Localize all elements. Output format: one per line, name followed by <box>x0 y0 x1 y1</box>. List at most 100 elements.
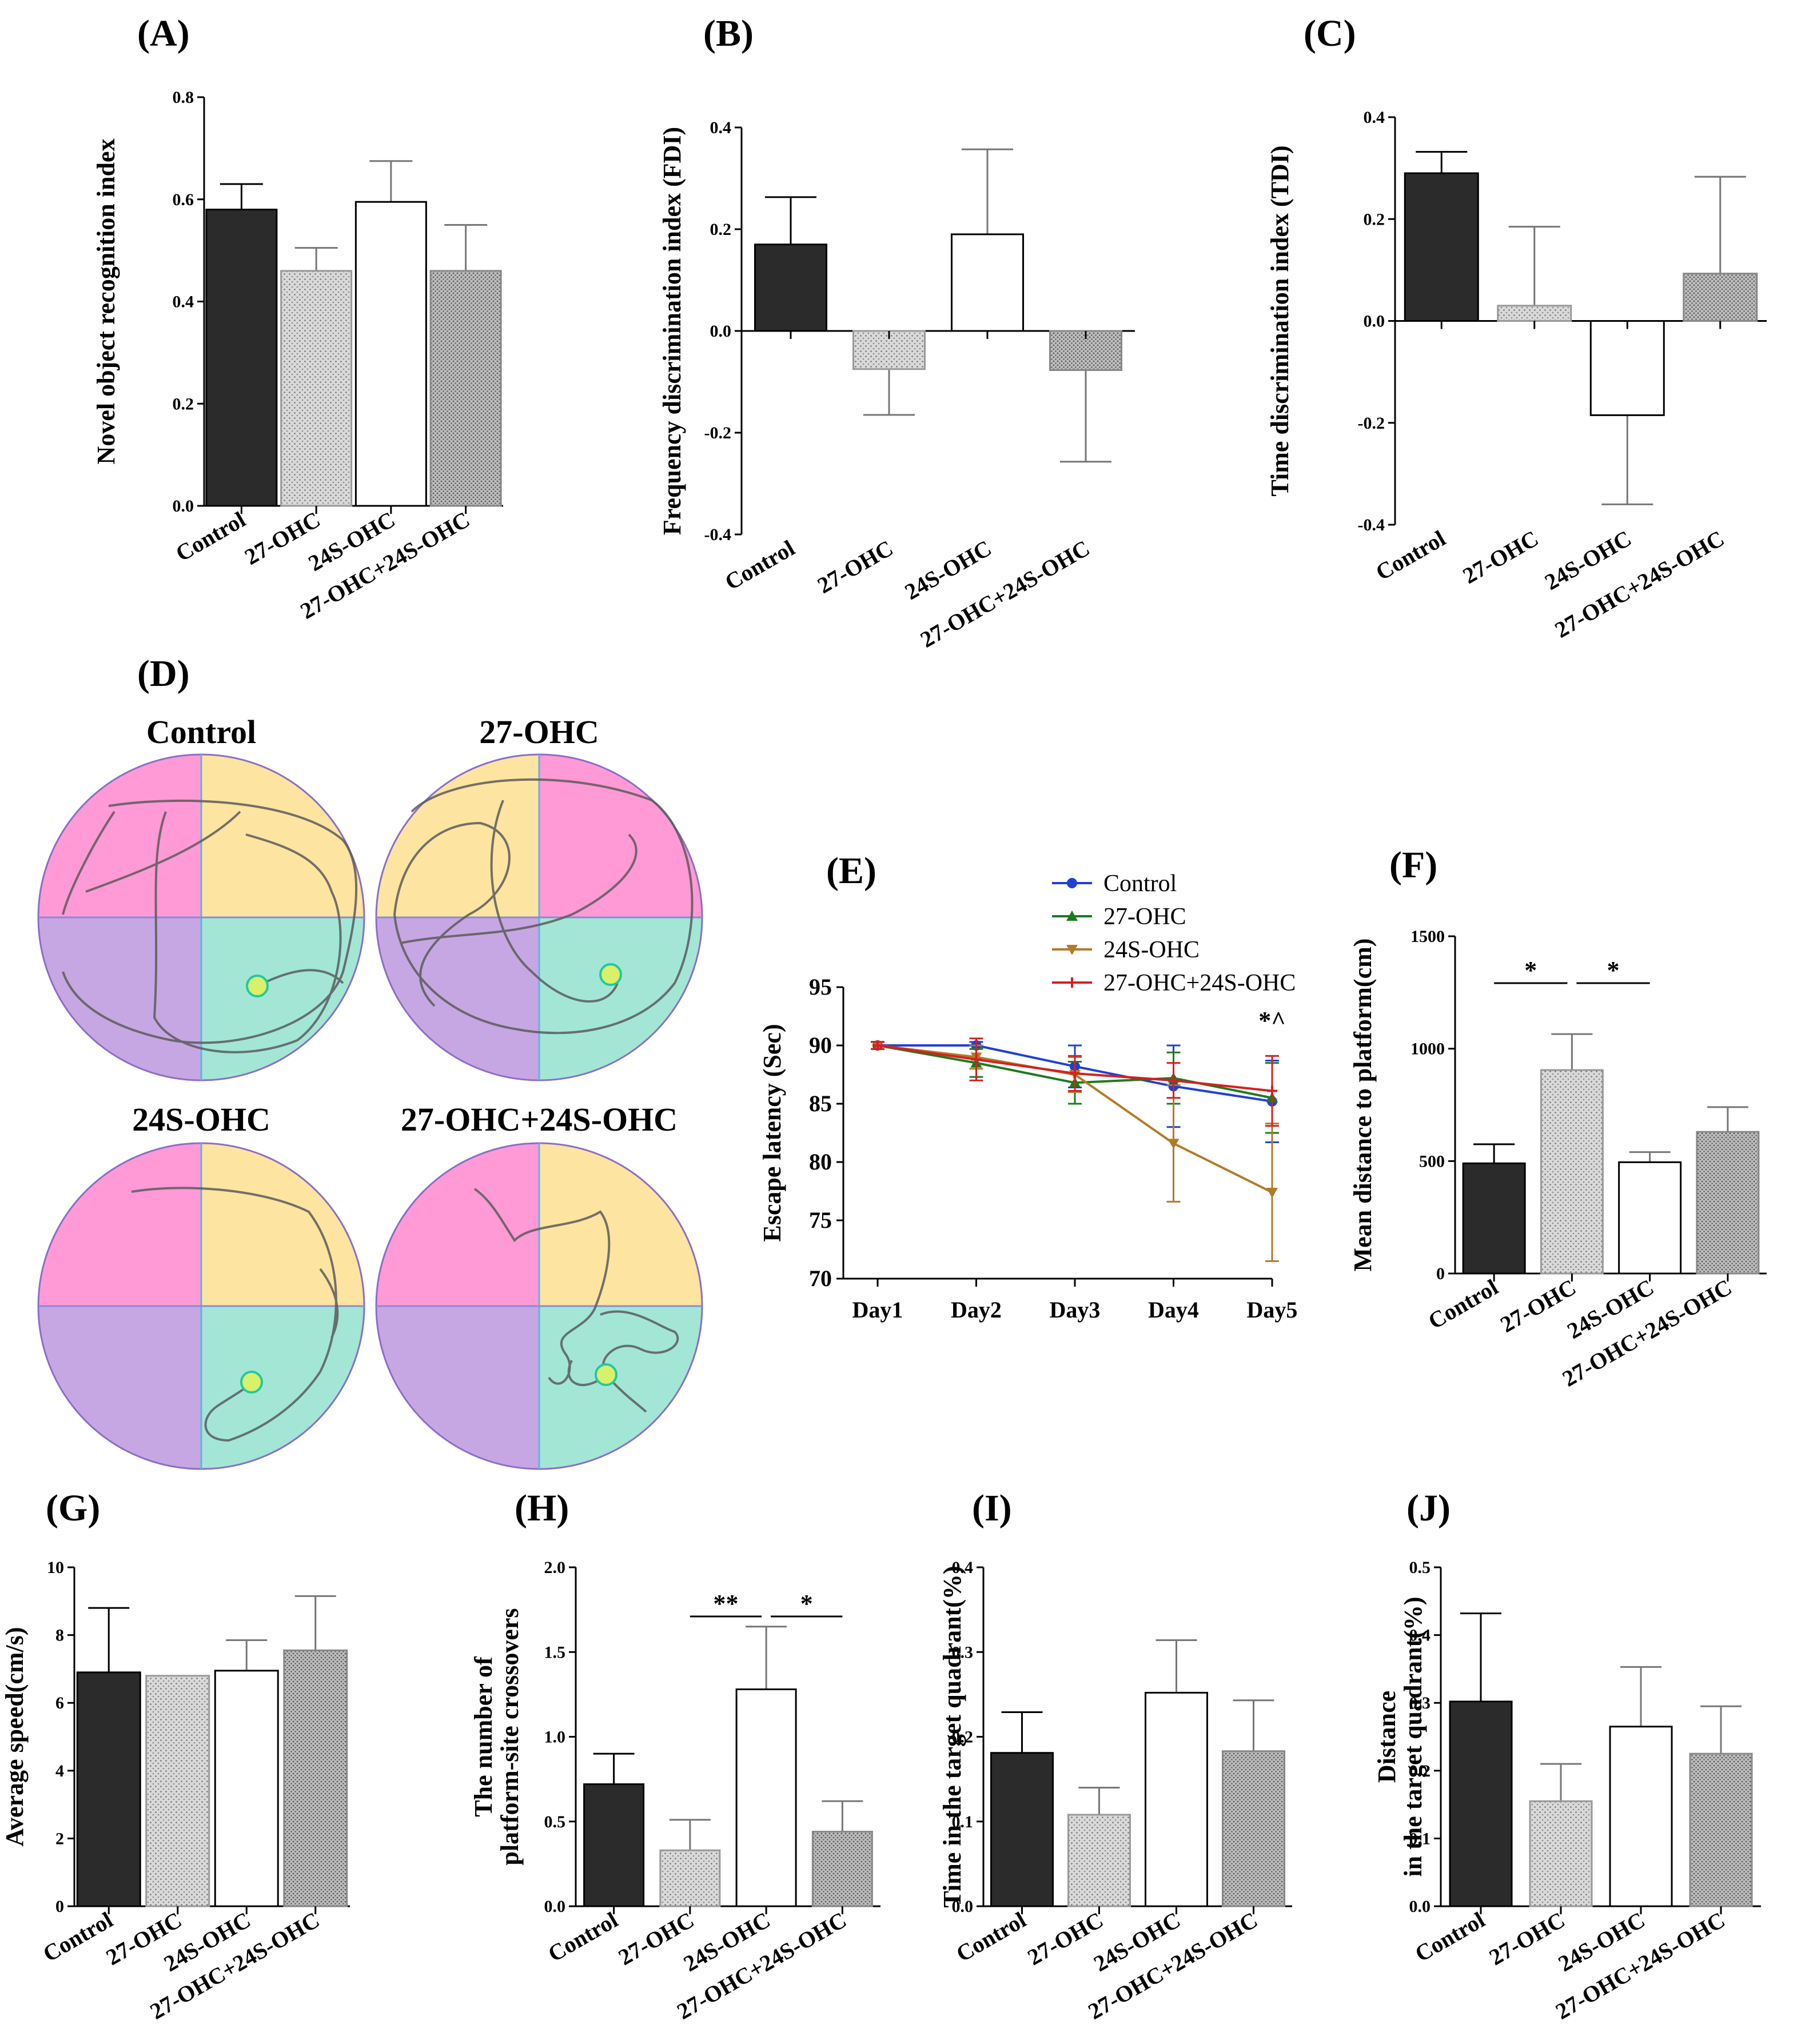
platform-marker <box>246 975 269 997</box>
panel-d-swim-paths: (D) Control 27-OHC 24S-OHC 27-OHC+24S-OH… <box>37 653 703 1470</box>
quadrant-purple <box>376 917 539 1080</box>
bar-27-ohc-24s-ohc <box>1689 1752 1753 1907</box>
quadrant-teal <box>539 917 702 1080</box>
y-tick-label: 0.5 <box>1409 1558 1431 1577</box>
pool-title-combo: 27-OHC+24S-OHC <box>401 1101 678 1138</box>
quadrant-purple <box>376 1306 539 1469</box>
bar-24s-ohc <box>951 233 1024 332</box>
quadrant-pink <box>376 1143 539 1306</box>
x-category-label: 27-OHC <box>813 535 898 598</box>
x-category-label: 27-OHC+24S-OHC <box>1551 525 1729 643</box>
y-tick-label: 0.0 <box>710 322 732 341</box>
quadrant-pink <box>38 754 201 917</box>
bar-24s-ohc <box>354 201 427 507</box>
y-axis-title: Frequency discrimination index (FDI) <box>658 127 686 535</box>
y-tick-label: 0.2 <box>1409 1762 1431 1780</box>
panel-label-e: (E) <box>826 850 876 892</box>
quadrant-pink <box>539 754 702 917</box>
bar-control <box>583 1783 645 1907</box>
quadrant-purple <box>38 1306 201 1469</box>
y-tick-label: 6 <box>55 1694 64 1712</box>
x-tick-label: Day2 <box>951 1297 1002 1323</box>
legend-label: Control <box>1103 871 1177 897</box>
significance-label: ** <box>714 1590 739 1618</box>
y-tick-label: 10 <box>47 1558 64 1577</box>
y-tick-label: 0.8 <box>173 88 194 107</box>
panel-b-bar-chart: (B) -0.4 -0.2 0.0 0.2 0.4 Frequency discrimina… <box>658 13 1135 653</box>
y-tick-label: 70 <box>809 1265 832 1291</box>
panel-h-bar-chart: (H) 0.0 0.5 1.0 1.5 2.0 The number ofplatform-… <box>469 1487 880 2025</box>
bar-27-ohc <box>280 270 353 507</box>
legend-marker <box>1067 977 1077 988</box>
bar-27-ohc-24s-ohc <box>1222 1750 1285 1907</box>
y-tick-label: 0.3 <box>1409 1694 1431 1712</box>
data-point <box>1070 1068 1080 1079</box>
x-category-label: 27-OHC <box>1485 1907 1569 1970</box>
pool-3 <box>37 1142 365 1470</box>
legend-label: 27-OHC <box>1103 904 1186 930</box>
x-category-label: 27-OHC <box>1459 525 1543 589</box>
data-point <box>1168 1075 1179 1086</box>
y-tick-label: 0.0 <box>1364 312 1385 331</box>
y-tick-label: -0.4 <box>1358 516 1385 534</box>
bar-27-ohc <box>1497 305 1572 322</box>
swim-path <box>62 799 358 1053</box>
bar-control <box>1404 172 1479 322</box>
panel-label-c: (C) <box>1304 13 1356 54</box>
bar-control <box>205 209 278 507</box>
bar-24s-ohc <box>1589 320 1665 416</box>
panel-a-bar-chart: (A) 0.0 0.2 0.4 0.6 0.8 Novel object recogniti… <box>92 13 503 624</box>
panel-f-bar-chart: (F) 0 500 1000 1500 Mean distance to platform… <box>1349 844 1767 1392</box>
bar-24s-ohc <box>1609 1726 1673 1907</box>
bar-24s-ohc <box>1145 1691 1208 1907</box>
quadrant-teal <box>539 1306 702 1469</box>
bar-27-ohc <box>659 1849 721 1907</box>
y-tick-label: 0.0 <box>1409 1897 1431 1916</box>
panel-label-d: (D) <box>137 653 190 694</box>
y-tick-label: 0.6 <box>173 190 194 209</box>
data-point <box>872 1040 883 1051</box>
y-tick-label: 2 <box>55 1829 64 1848</box>
y-tick-label: 1.5 <box>544 1643 566 1662</box>
panel-label-h: (H) <box>515 1487 569 1529</box>
data-point <box>1267 1085 1277 1096</box>
panel-label-i: (I) <box>972 1487 1012 1529</box>
bar-control <box>990 1752 1054 1907</box>
panel-e-line-chart: (E) 70 75 80 85 90 95 Day1 Day2 Day3 Day4 Day5 Escap… <box>758 850 1297 1323</box>
y-tick-label: -0.4 <box>704 525 732 544</box>
legend-marker <box>1066 911 1078 921</box>
bar-27-ohc-24s-ohc <box>283 1649 348 1907</box>
x-tick-label: Day5 <box>1247 1297 1298 1323</box>
y-axis-title: in the target quadrant(%) <box>1399 1596 1427 1877</box>
quadrant-purple <box>38 917 201 1080</box>
significance-label: * <box>1524 956 1537 984</box>
pool-4 <box>375 1142 703 1470</box>
y-tick-label: 75 <box>809 1207 832 1233</box>
bar-24s-ohc <box>1618 1161 1682 1275</box>
bar-27-ohc-24s-ohc <box>811 1831 873 1907</box>
legend: Control 27-OHC 24S-OHC 27-OHC+24S-OHC <box>1052 871 1296 996</box>
swim-path <box>393 778 694 1035</box>
y-tick-label: 1.0 <box>544 1728 566 1747</box>
bar-27-ohc-24s-ohc <box>1683 273 1758 322</box>
quadrant-yellow <box>376 754 539 917</box>
bar-24s-ohc <box>735 1688 797 1907</box>
y-tick-label: 2.0 <box>544 1558 566 1577</box>
y-tick-label: -0.2 <box>704 424 732 442</box>
legend-label: 27-OHC+24S-OHC <box>1103 970 1296 996</box>
y-tick-label: 0.0 <box>173 497 194 516</box>
y-axis-title: Distance <box>1373 1691 1401 1783</box>
significance-label: * <box>1607 956 1620 984</box>
y-tick-label: 1500 <box>1410 927 1445 946</box>
pool-2 <box>375 753 703 1081</box>
quadrant-yellow <box>539 1143 702 1306</box>
y-tick-label: 0.2 <box>1364 210 1385 229</box>
platform-marker <box>595 1363 617 1386</box>
y-tick-label: 4 <box>55 1762 64 1780</box>
quadrant-pink <box>38 1143 201 1306</box>
legend-marker <box>1067 878 1077 888</box>
y-tick-label: 0.1 <box>952 1813 974 1831</box>
pool-title-24sohc: 24S-OHC <box>132 1101 270 1138</box>
y-tick-label: 8 <box>55 1626 64 1645</box>
